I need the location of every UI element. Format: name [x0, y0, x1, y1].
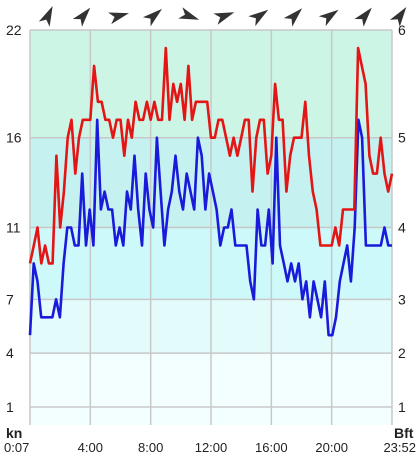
x-tick-label: 16:00 — [255, 440, 288, 455]
series-layer — [28, 46, 394, 337]
wind-arrow-icon — [38, 6, 53, 27]
left-axis-unit: kn — [6, 425, 22, 441]
wind-arrow-icon — [389, 6, 407, 27]
right-axis-unit: Bft — [394, 425, 414, 441]
wind-arrow-icon — [142, 8, 163, 27]
x-tick-label: 8:00 — [138, 440, 163, 455]
wind-arrow-icon — [318, 9, 339, 27]
right-tick-label: 4 — [398, 220, 406, 236]
wind-arrow-icon — [283, 8, 303, 27]
wind-arrow-icon — [213, 12, 235, 25]
right-tick-label: 3 — [398, 291, 406, 307]
right-tick-label: 2 — [398, 345, 406, 361]
left-tick-label: 11 — [6, 220, 21, 236]
series-line-2 — [28, 46, 394, 265]
series-line-1 — [28, 118, 392, 337]
left-tick-label: 22 — [6, 22, 22, 38]
x-tick-label: 20:00 — [315, 440, 348, 455]
x-tick-label: 12:00 — [195, 440, 228, 455]
right-tick-label: 1 — [398, 399, 406, 415]
left-tick-label: 1 — [6, 399, 14, 415]
left-tick-label: 16 — [6, 130, 22, 146]
x-tick-label: 0:07 — [4, 440, 29, 455]
wind-arrow-icon — [108, 12, 130, 25]
wind-arrow-icon — [72, 7, 91, 27]
wind-arrow-icon — [248, 9, 269, 27]
left-tick-label: 7 — [6, 291, 14, 307]
right-tick-label: 5 — [398, 130, 406, 146]
x-tick-label: 23:52 — [383, 440, 416, 455]
wind-arrow-icon — [178, 7, 200, 20]
wind-direction-row — [38, 6, 407, 27]
wind-arrow-icon — [354, 7, 372, 27]
right-tick-label: 6 — [398, 22, 406, 38]
left-tick-label: 4 — [6, 345, 14, 361]
x-tick-label: 4:00 — [78, 440, 103, 455]
